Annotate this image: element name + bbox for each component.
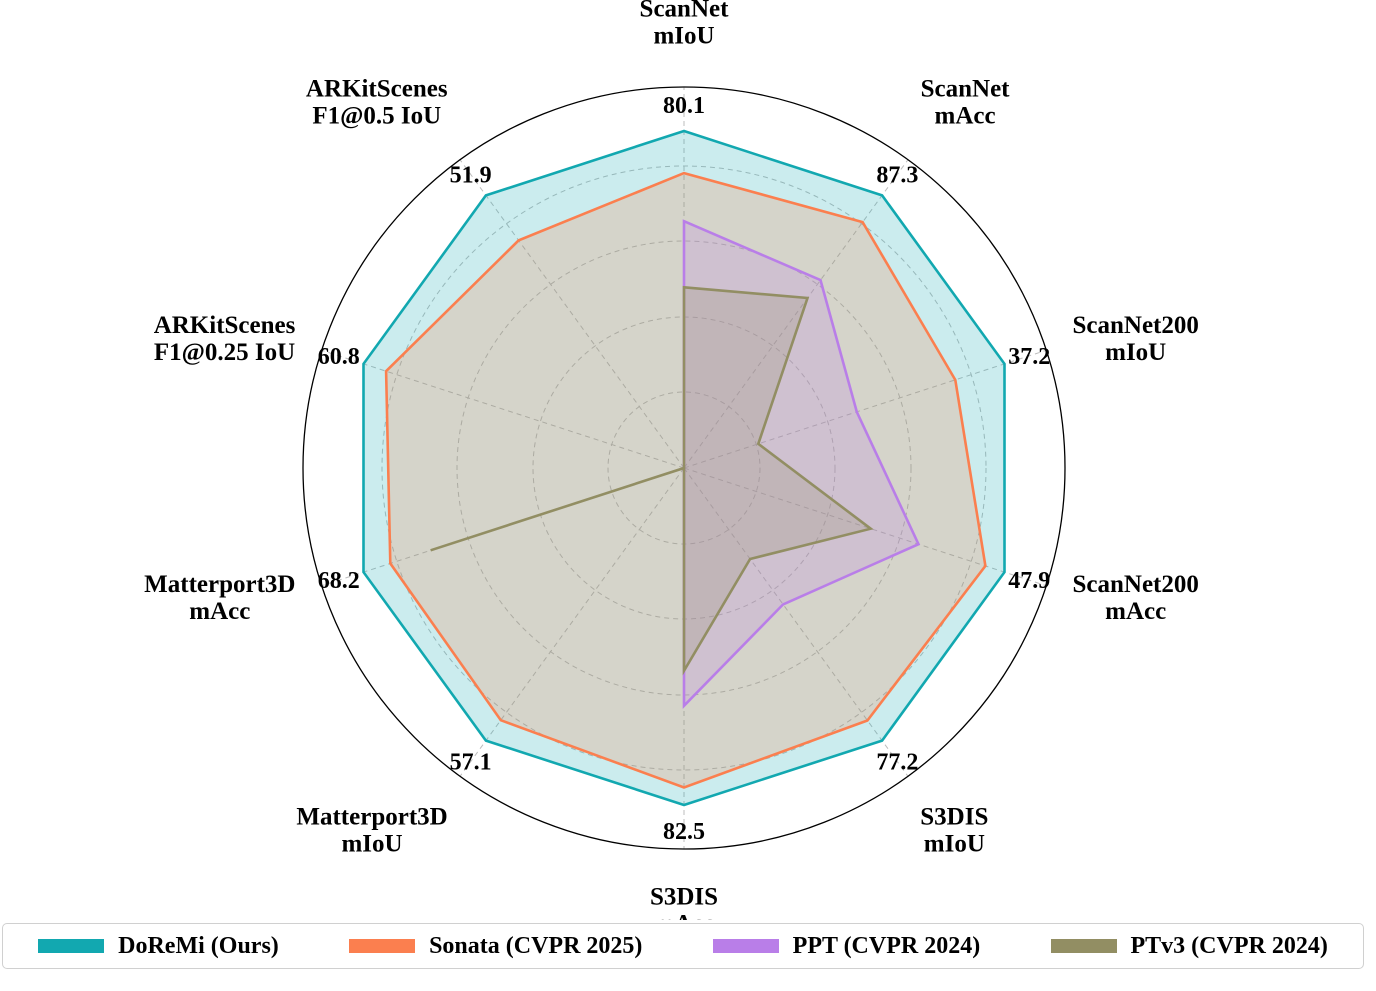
outer-circle [302,86,1066,850]
axis-label: S3DIS mIoU [920,804,988,858]
grid-circle [456,240,912,696]
grid-spoke [459,159,685,469]
series-ptv3 [430,285,874,676]
axis-label: ScanNet200 mIoU [1072,312,1198,366]
axis-max-label: 82.5 [663,819,705,845]
legend-label-doremi: DoReMi (Ours) [118,932,279,959]
axis-label: Matterport3D mIoU [296,804,447,858]
axis-label: S3DISmAcc [650,884,718,920]
grid-spoke [683,467,909,777]
legend-swatch-ptv3 [1050,939,1117,953]
radar-series [362,129,1006,807]
legend-swatch-sonata [349,939,416,953]
radar-chart: 80.1 ScanNet mIoU 87.3 ScanNet mAcc 37.2 ScanNe… [144,0,1199,920]
axis-max-label: 80.1 [663,93,705,119]
axis-label: ScanNet mIoU [640,0,730,50]
grid-spoke [683,159,909,469]
axis-max-label: 37.2 [1008,344,1050,370]
axis-max-label: 60.8 [318,344,360,370]
series-sonata [384,171,987,789]
grid-spoke [321,349,685,469]
legend-swatch-ppt [712,939,779,953]
axis-label: ScanNet200 mAcc [1072,571,1198,625]
axis-label: ARKitScenes F1@0.5 IoU [306,76,448,130]
legend-label-ptv3: PTv3 (CVPR 2024) [1130,932,1328,959]
axis-max-label: 51.9 [450,162,492,188]
legend-item-doremi: DoReMi (Ours) [38,933,279,960]
legend-swatch-doremi [38,939,105,953]
axis-label: Matterport3D mAcc [144,571,295,625]
axis-label: ARKitScenes F1@0.25 IoU [154,312,296,366]
legend-item-ppt: PPT (CVPR 2024) [712,932,981,960]
legend-item-ptv3: PTv3 (CVPR 2024) [1050,932,1328,960]
axis-max-label: 57.1 [450,750,492,776]
axis-max-label: 47.9 [1008,568,1050,594]
radar-labels: 80.1 ScanNet mIoU 87.3 ScanNet mAcc 37.2 ScanNe… [144,0,1199,920]
grid-spoke [459,467,685,777]
axis-label: ScanNet mAcc [921,76,1011,130]
axis-max-label: 87.3 [876,162,918,188]
grid-spoke [683,349,1047,469]
legend-label-ppt: PPT (CVPR 2024) [792,932,981,959]
axis-max-label: 68.2 [318,568,360,594]
legend: DoReMi (Ours) Sonata (CVPR 2025) PPT (CV… [2,923,1364,969]
legend-label-sonata: Sonata (CVPR 2025) [429,932,643,959]
legend-item-sonata: Sonata (CVPR 2025) [349,933,642,960]
axis-max-label: 77.2 [876,750,918,776]
